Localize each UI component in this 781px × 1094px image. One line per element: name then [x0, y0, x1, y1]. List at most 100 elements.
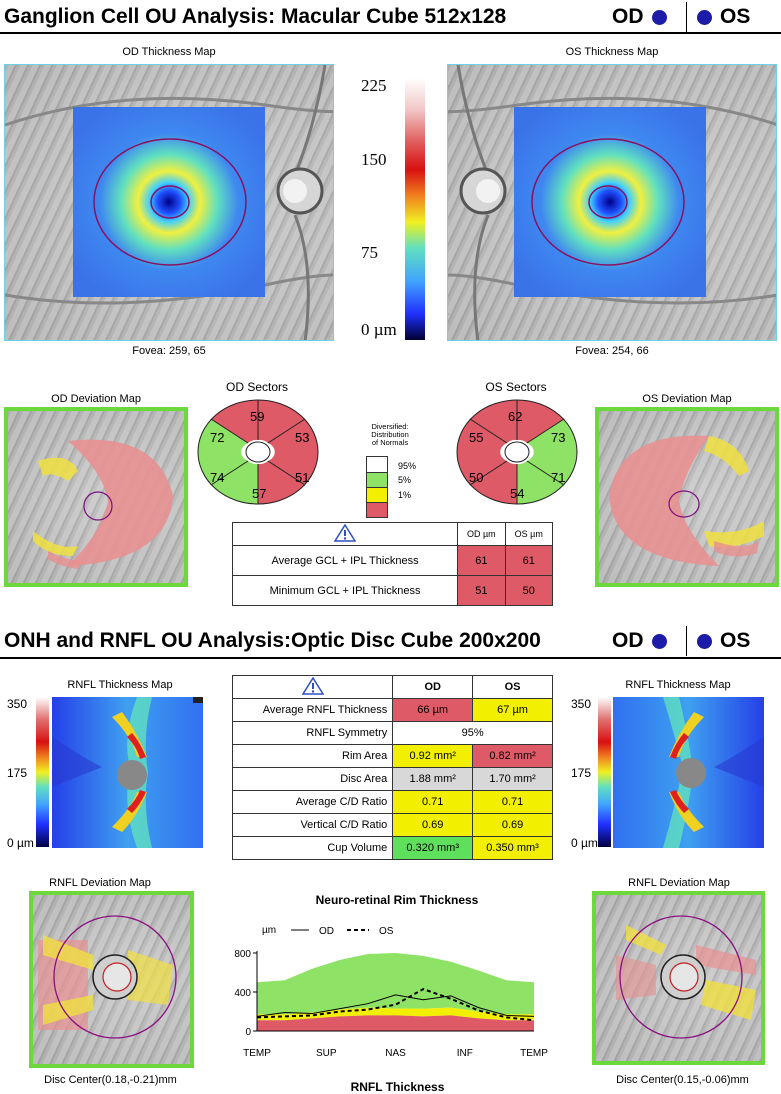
os-sector-inf-nas: 71 [551, 470, 566, 485]
onh-row-label: Average C/D Ratio [231, 790, 394, 814]
onh-row-os: 0.69 [472, 813, 553, 837]
os-sector-temp: 55 [469, 430, 484, 445]
onh-row-label: Average RNFL Thickness [231, 698, 394, 722]
gcl-row-od: 61 [457, 545, 506, 576]
os-sector-sup: 62 [508, 409, 523, 424]
warning-icon [333, 523, 357, 542]
onh-row-os: 67 µm [472, 698, 553, 722]
rim-chart-svg: µm OD OS 800 400 0 TEMP SUP NAS INF TEMP [234, 925, 548, 1059]
onh-row-label: Vertical C/D Ratio [231, 813, 394, 837]
gcl-row-label: Average GCL + IPL Thickness [231, 545, 459, 576]
os-sectors-image [456, 399, 578, 505]
onh-od-legend: OD [612, 629, 667, 653]
normals-legend-bar [366, 456, 388, 518]
onh-row-os: 0.82 mm² [472, 744, 553, 768]
od-dot-icon [651, 633, 667, 649]
y-tick-label: 400 [234, 988, 251, 999]
onh-col-od: OD [392, 675, 474, 699]
legend-95: 95% [398, 461, 417, 471]
os-sectors-chart [455, 397, 579, 507]
od-rnfl-thickness-map [52, 697, 203, 848]
os-sector-inf-temp: 50 [469, 470, 484, 485]
od-sectors-image [197, 399, 319, 505]
os-rnfl-color-scale [598, 697, 611, 847]
od-rnfl-scale-min: 0 µm [7, 836, 34, 850]
gcl-row-od: 51 [457, 575, 506, 606]
legend-separator [686, 626, 687, 656]
onh-row-od: 0.69 [392, 813, 474, 837]
gcl-os-legend: OS [697, 5, 750, 29]
warning-icon [301, 676, 324, 695]
od-thickness-map [4, 64, 334, 341]
rim-chart: µm OD OS 800 400 0 TEMP SUP NAS INF TEMP [229, 891, 564, 1063]
x-tick-label: SUP [316, 1048, 337, 1059]
od-sector-inf-temp: 74 [210, 470, 225, 485]
os-sector-inf: 54 [510, 486, 525, 501]
os-dot-icon [697, 9, 712, 25]
od-rnfl-deviation-image [38, 915, 177, 1039]
os-rnfl-scale-min: 0 µm [571, 836, 598, 850]
rim-chart-ylabel: µm [262, 925, 276, 936]
os-thickness-map-title: OS Thickness Map [565, 46, 659, 58]
onh-os-legend: OS [697, 629, 750, 653]
od-sector-inf-nas: 57 [252, 486, 267, 501]
legend-od-label: OD [319, 926, 334, 937]
os-deviation-map-title: OS Deviation Map [642, 393, 732, 405]
od-rnfl-map-title: RNFL Thickness Map [67, 679, 173, 691]
od-label: OD [612, 629, 644, 652]
od-deviation-map [4, 407, 188, 587]
warning-cell [231, 675, 394, 699]
normal-95-band [257, 953, 534, 1015]
od-thickness-image [5, 65, 333, 340]
od-sector-sup-nas: 53 [295, 430, 310, 445]
x-tick-label: NAS [385, 1048, 406, 1059]
scale-75: 75 [361, 243, 378, 262]
os-deviation-image [609, 435, 764, 566]
onh-parameters-table: OD OS Average RNFL Thickness 66 µm 67 µm… [231, 675, 553, 860]
od-sectors-title: OD Sectors [225, 380, 288, 394]
x-tick-label: TEMP [520, 1048, 548, 1059]
os-rnfl-deviation-image [616, 915, 756, 1039]
od-disc-center: Disc Center(0.18,-0.21)mm [44, 1074, 177, 1086]
od-fovea-text: Fovea: 259, 65 [132, 345, 206, 357]
legend-separator [686, 2, 687, 32]
os-disc-center: Disc Center(0.15,-0.06)mm [616, 1074, 749, 1086]
od-thickness-map-title: OD Thickness Map [122, 46, 216, 58]
legend-os-label: OS [379, 926, 394, 937]
od-deviation-image [33, 439, 173, 569]
os-thickness-image [448, 65, 776, 340]
onh-row-od: 1.88 mm² [392, 767, 474, 791]
series-od-line [256, 994, 535, 1017]
normal-1-band [257, 1015, 534, 1031]
od-rnfl-thickness-image [52, 697, 203, 848]
os-fovea-text: Fovea: 254, 66 [575, 345, 649, 357]
gcl-row-os: 61 [504, 545, 554, 576]
onh-row-os: 0.71 [472, 790, 553, 814]
os-rnfl-thickness-image [613, 697, 764, 848]
od-dot-icon [651, 9, 667, 25]
os-rnfl-map-title: RNFL Thickness Map [625, 679, 731, 691]
onh-row-os: 0.350 mm³ [472, 836, 553, 860]
onh-section-title: ONH and RNFL OU Analysis:Optic Disc Cube… [4, 629, 541, 652]
od-rnfl-scale-max: 350 [7, 697, 28, 711]
onh-row-od: 66 µm [392, 698, 474, 722]
onh-row-od: 0.320 mm³ [392, 836, 474, 860]
scale-min: 0 µm [361, 320, 397, 339]
y-tick-label: 800 [234, 949, 251, 960]
onh-col-os: OS [472, 675, 553, 699]
rnfl-thickness-heading: RNFL Thickness [350, 1080, 445, 1094]
od-rnfl-scale-mid: 175 [7, 766, 28, 780]
gcl-row-os: 50 [504, 575, 554, 606]
onh-row-label: Cup Volume [231, 836, 394, 860]
gcl-row-label: Minimum GCL + IPL Thickness [231, 575, 459, 606]
onh-row-label: RNFL Symmetry [231, 721, 394, 745]
onh-row-both: 95% [392, 721, 553, 745]
gcl-section-title: Ganglion Cell OU Analysis: Macular Cube … [4, 5, 507, 28]
gcl-color-scale [405, 78, 425, 340]
scale-max: 225 [361, 76, 387, 95]
rim-chart-title: Neuro-retinal Rim Thickness [315, 893, 479, 907]
os-sector-nas: 73 [551, 430, 566, 445]
gcl-col-os: OS µm [504, 522, 554, 546]
os-sectors-title: OS Sectors [485, 380, 547, 394]
os-rnfl-deviation-map [592, 891, 765, 1065]
